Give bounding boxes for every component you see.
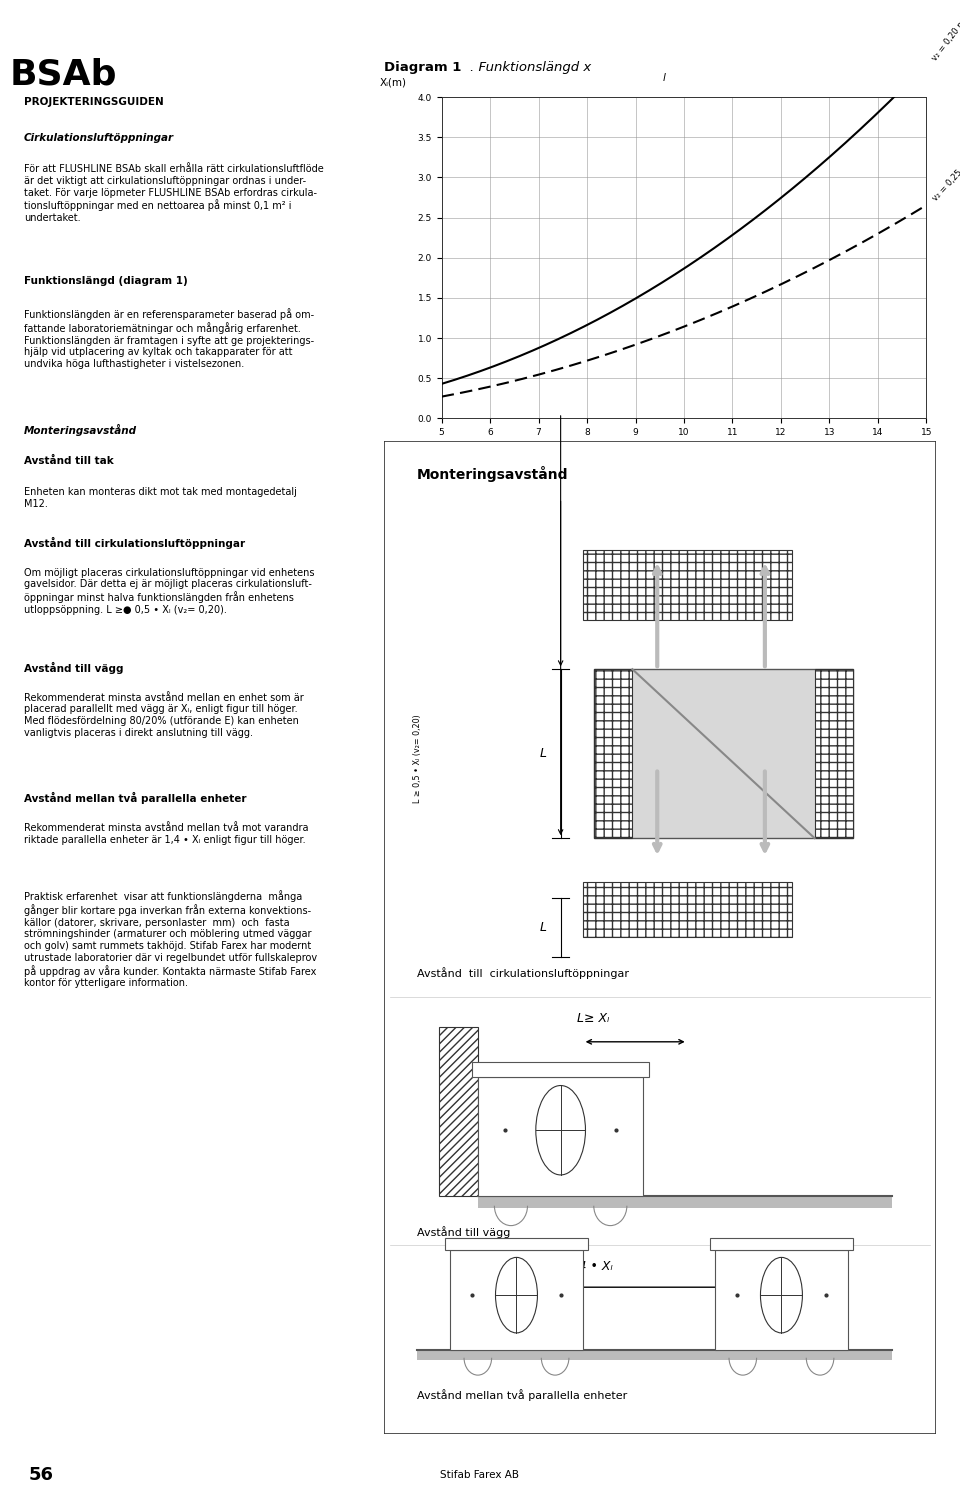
Text: Diagram 1: Diagram 1 xyxy=(384,61,462,73)
Bar xyxy=(444,1237,588,1250)
Text: Rekommenderat minsta avstånd mellan en enhet som är
placerad parallellt med vägg: Rekommenderat minsta avstånd mellan en e… xyxy=(24,693,303,738)
Bar xyxy=(472,1062,649,1077)
Circle shape xyxy=(536,1086,586,1174)
Text: L ≥ 0,5 • Xₗ (v₂= 0,20): L ≥ 0,5 • Xₗ (v₂= 0,20) xyxy=(413,714,421,804)
Bar xyxy=(450,1250,583,1349)
Text: Avstånd till tak: Avstånd till tak xyxy=(24,456,113,466)
Text: För att FLUSHLINE BSAb skall erhålla rätt cirkulationsluftflöde
är det viktigt a: För att FLUSHLINE BSAb skall erhålla rät… xyxy=(24,164,324,223)
X-axis label: qₗ (l/sm) fördelat på båda sidorna: qₗ (l/sm) fördelat på båda sidorna xyxy=(603,441,765,453)
Text: Avstånd mellan två parallella enheter: Avstånd mellan två parallella enheter xyxy=(417,1389,628,1401)
Text: . Funktionslängd x: . Funktionslängd x xyxy=(470,61,591,73)
Text: Praktisk erfarenhet  visar att funktionslängderna  många
gånger blir kortare pga: Praktisk erfarenhet visar att funktionsl… xyxy=(24,890,317,988)
Text: Avstånd  till  cirkulationsluftöppningar: Avstånd till cirkulationsluftöppningar xyxy=(417,967,629,979)
Bar xyxy=(715,1250,848,1349)
Text: Funktionslängden är en referensparameter baserad på om-
fattande laboratoriemätn: Funktionslängden är en referensparameter… xyxy=(24,308,314,369)
Text: BSAb: BSAb xyxy=(10,57,117,91)
Bar xyxy=(814,669,853,838)
Text: L: L xyxy=(540,920,547,934)
Bar xyxy=(439,1026,478,1195)
Text: Avstånd till vägg: Avstånd till vägg xyxy=(24,662,124,674)
Bar xyxy=(478,1077,643,1195)
Circle shape xyxy=(495,1258,538,1333)
Text: Monteringsavstånd: Monteringsavstånd xyxy=(24,424,137,436)
Text: Rekommenderat minsta avstånd mellan två mot varandra
riktade parallella enheter : Rekommenderat minsta avstånd mellan två … xyxy=(24,823,308,844)
Bar xyxy=(593,669,633,838)
Text: v₂ = 0,20 m/s: v₂ = 0,20 m/s xyxy=(929,12,960,64)
Bar xyxy=(583,881,793,938)
Bar xyxy=(417,1349,892,1360)
Text: Avstånd till vägg: Avstånd till vägg xyxy=(417,1225,511,1237)
Text: v₂ = 0,25 m/s: v₂ = 0,25 m/s xyxy=(929,155,960,205)
Y-axis label: Xₗ(m): Xₗ(m) xyxy=(379,78,407,88)
Circle shape xyxy=(760,1258,803,1333)
Text: Monteringsavstånd: Monteringsavstånd xyxy=(417,466,568,481)
Text: L ≥ 1,4 • Xₗ: L ≥ 1,4 • Xₗ xyxy=(541,1261,613,1273)
Text: Cirkulationsluftöppningar: Cirkulationsluftöppningar xyxy=(24,133,174,143)
Text: Avstånd till cirkulationsluftöppningar: Avstånd till cirkulationsluftöppningar xyxy=(24,536,245,548)
Text: 56: 56 xyxy=(29,1466,54,1484)
Text: PROJEKTERINGSGUIDEN: PROJEKTERINGSGUIDEN xyxy=(24,97,164,108)
Bar xyxy=(478,1195,892,1207)
Text: l: l xyxy=(662,73,665,84)
Text: Funktionslängd (diagram 1): Funktionslängd (diagram 1) xyxy=(24,276,188,285)
Text: Om möjligt placeras cirkulationsluftöppningar vid enhetens
gavelsidor. Där detta: Om möjligt placeras cirkulationsluftöppn… xyxy=(24,568,315,616)
Bar xyxy=(593,669,853,838)
Text: Avstånd mellan två parallella enheter: Avstånd mellan två parallella enheter xyxy=(24,792,247,804)
Text: L≥ Xₗ: L≥ Xₗ xyxy=(577,1011,610,1025)
Text: Enheten kan monteras dikt mot tak med montagedetalj
M12.: Enheten kan monteras dikt mot tak med mo… xyxy=(24,487,297,508)
Text: L: L xyxy=(540,747,547,760)
Text: Stifab Farex AB: Stifab Farex AB xyxy=(441,1470,519,1479)
Bar xyxy=(583,550,793,620)
Bar xyxy=(709,1237,853,1250)
